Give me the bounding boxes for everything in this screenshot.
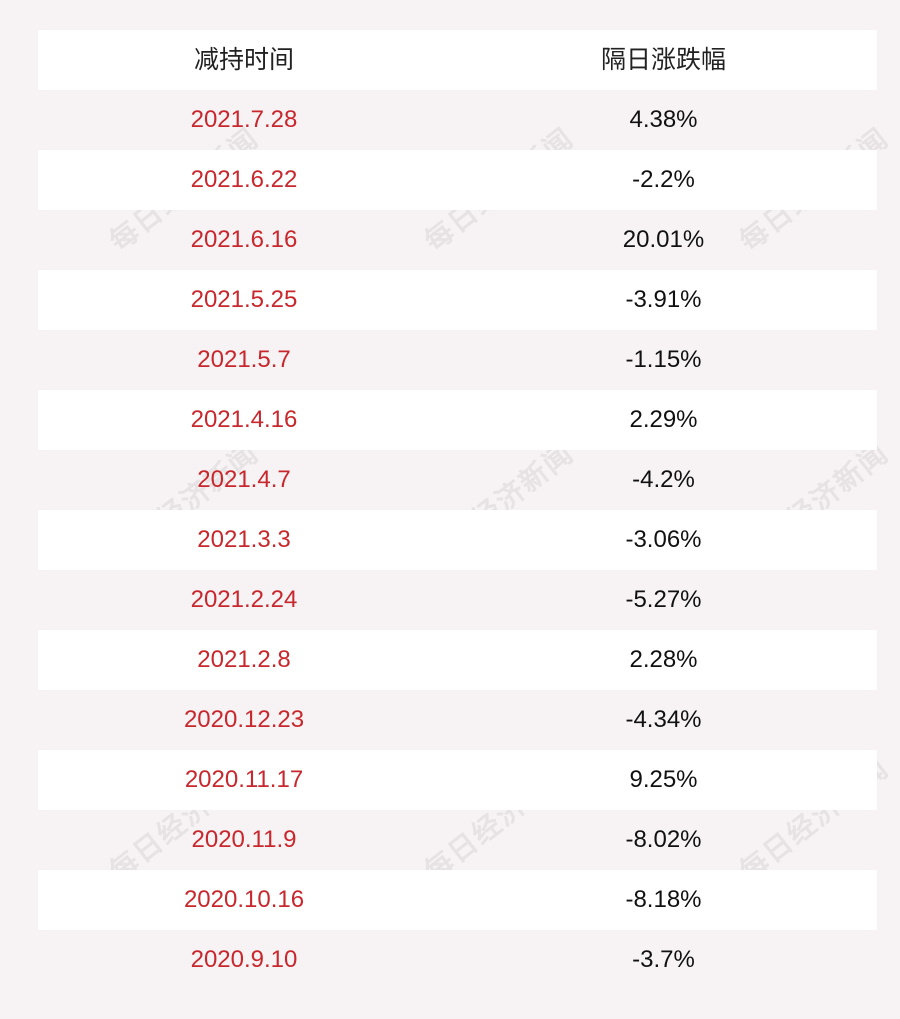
next-day-change-cell: -8.18% (625, 886, 702, 913)
table-row: 2021.3.3 -3.06% (38, 510, 877, 570)
header-reduction-date: 减持时间 (193, 46, 294, 74)
next-day-change-cell: -3.7% (632, 946, 695, 973)
reduction-date-cell: 2020.12.23 (183, 706, 305, 733)
next-day-change-cell: -5.27% (625, 586, 702, 613)
next-day-change-cell: 9.25% (629, 766, 698, 793)
table-row: 2020.10.16 -8.18% (38, 870, 877, 930)
reduction-date-cell: 2021.5.7 (197, 346, 291, 373)
reduction-date-cell: 2021.4.7 (197, 466, 291, 493)
table-row: 2021.4.7 -4.2% (38, 450, 877, 510)
reduction-date-cell: 2020.11.17 (184, 766, 304, 793)
table-row: 2021.2.8 2.28% (38, 630, 877, 690)
table-row: 2020.11.9 -8.02% (38, 810, 877, 870)
reduction-date-cell: 2021.6.16 (190, 226, 298, 253)
table-row: 2020.11.17 9.25% (38, 750, 877, 810)
next-day-change-cell: -1.15% (625, 346, 702, 373)
reduction-date-cell: 2021.2.8 (197, 646, 291, 673)
next-day-change-cell: -4.2% (632, 466, 695, 493)
next-day-change-cell: 2.29% (629, 406, 698, 433)
next-day-change-cell: -8.02% (625, 826, 702, 853)
next-day-change-cell: 4.38% (629, 106, 698, 133)
table-row: 2021.4.16 2.29% (38, 390, 877, 450)
reduction-date-cell: 2020.11.9 (191, 826, 297, 853)
table-row: 2021.2.24 -5.27% (38, 570, 877, 630)
reduction-date-cell: 2020.10.16 (183, 886, 305, 913)
table-row: 2020.9.10 -3.7% (38, 930, 877, 990)
next-day-change-cell: 2.28% (629, 646, 698, 673)
reduction-date-cell: 2021.7.28 (190, 106, 298, 133)
table-row: 2021.5.25 -3.91% (38, 270, 877, 330)
next-day-change-cell: 20.01% (622, 226, 705, 253)
next-day-change-cell: -3.91% (625, 286, 702, 313)
reduction-table: 减持时间 隔日涨跌幅 2021.7.28 4.38% 2021.6.22 -2.… (38, 30, 877, 990)
table-row: 2021.5.7 -1.15% (38, 330, 877, 390)
reduction-date-cell: 2020.9.10 (190, 946, 298, 973)
next-day-change-cell: -4.34% (625, 706, 702, 733)
reduction-date-cell: 2021.4.16 (190, 406, 298, 433)
header-next-day-change: 隔日涨跌幅 (600, 46, 726, 74)
table-row: 2021.6.16 20.01% (38, 210, 877, 270)
reduction-date-cell: 2021.3.3 (197, 526, 291, 553)
reduction-date-cell: 2021.6.22 (190, 166, 298, 193)
next-day-change-cell: -2.2% (632, 166, 695, 193)
table-header-row: 减持时间 隔日涨跌幅 (38, 30, 877, 90)
table-row: 2021.7.28 4.38% (38, 90, 877, 150)
table-row: 2020.12.23 -4.34% (38, 690, 877, 750)
reduction-date-cell: 2021.5.25 (190, 286, 298, 313)
table-row: 2021.6.22 -2.2% (38, 150, 877, 210)
next-day-change-cell: -3.06% (625, 526, 702, 553)
reduction-date-cell: 2021.2.24 (190, 586, 298, 613)
